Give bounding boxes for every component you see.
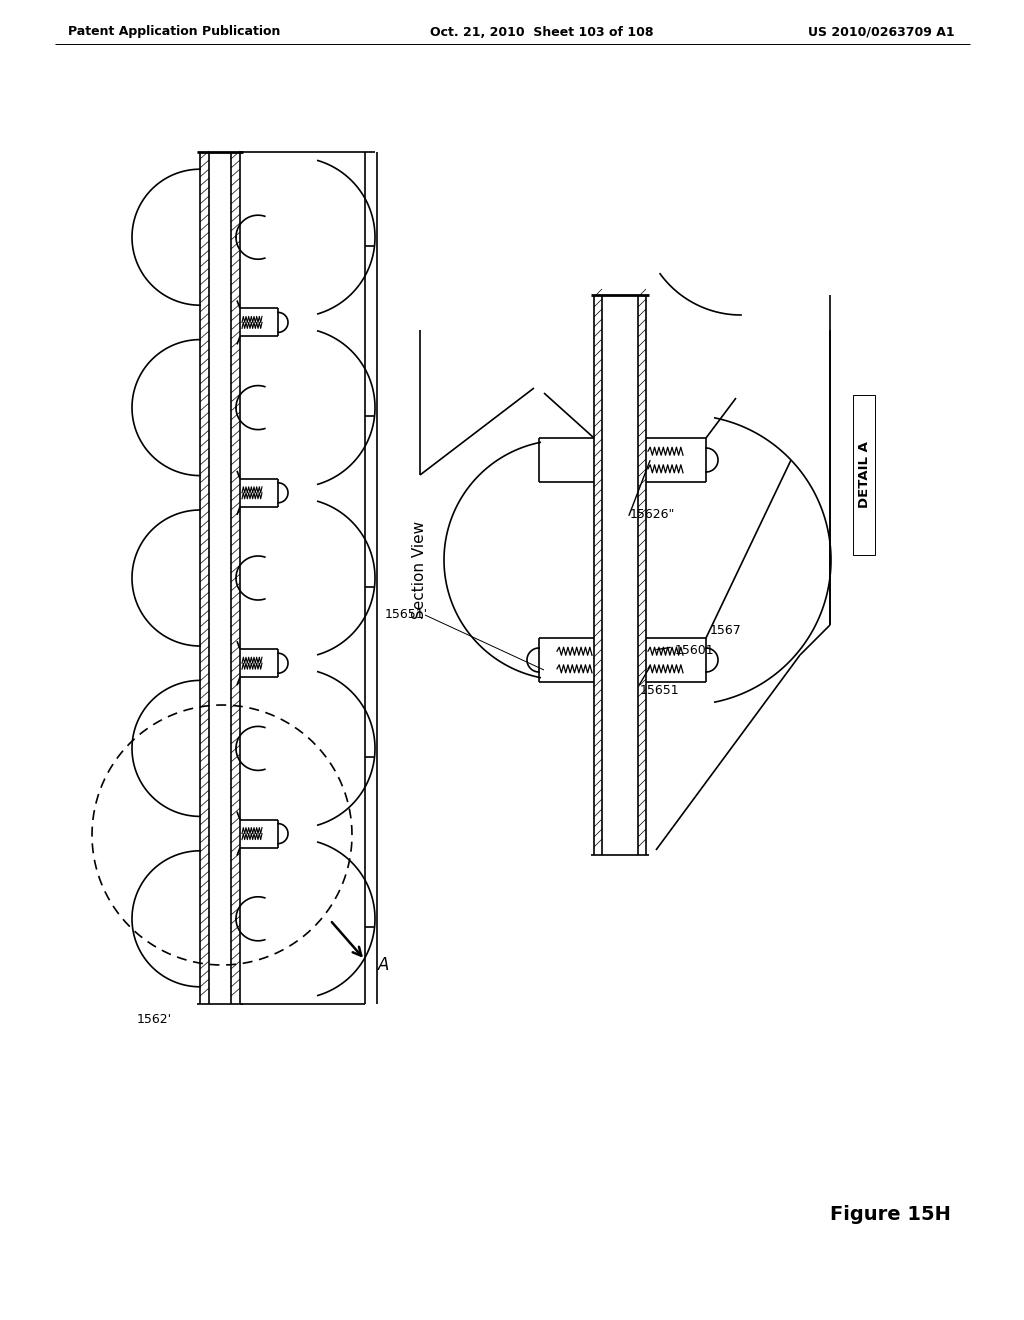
Text: 15601: 15601 bbox=[675, 644, 715, 656]
Text: 1562': 1562' bbox=[137, 1012, 172, 1026]
Text: Patent Application Publication: Patent Application Publication bbox=[68, 25, 281, 38]
Text: Section View: Section View bbox=[413, 521, 427, 619]
Text: A: A bbox=[378, 956, 389, 974]
Text: US 2010/0263709 A1: US 2010/0263709 A1 bbox=[808, 25, 955, 38]
Text: DETAIL A: DETAIL A bbox=[857, 442, 870, 508]
Text: Oct. 21, 2010  Sheet 103 of 108: Oct. 21, 2010 Sheet 103 of 108 bbox=[430, 25, 653, 38]
Text: 15651: 15651 bbox=[640, 684, 680, 697]
Text: 1567: 1567 bbox=[710, 623, 741, 636]
Text: Figure 15H: Figure 15H bbox=[830, 1205, 951, 1225]
Bar bbox=[853, 395, 874, 554]
Text: 15626": 15626" bbox=[630, 508, 676, 521]
Text: 15651': 15651' bbox=[385, 609, 428, 622]
